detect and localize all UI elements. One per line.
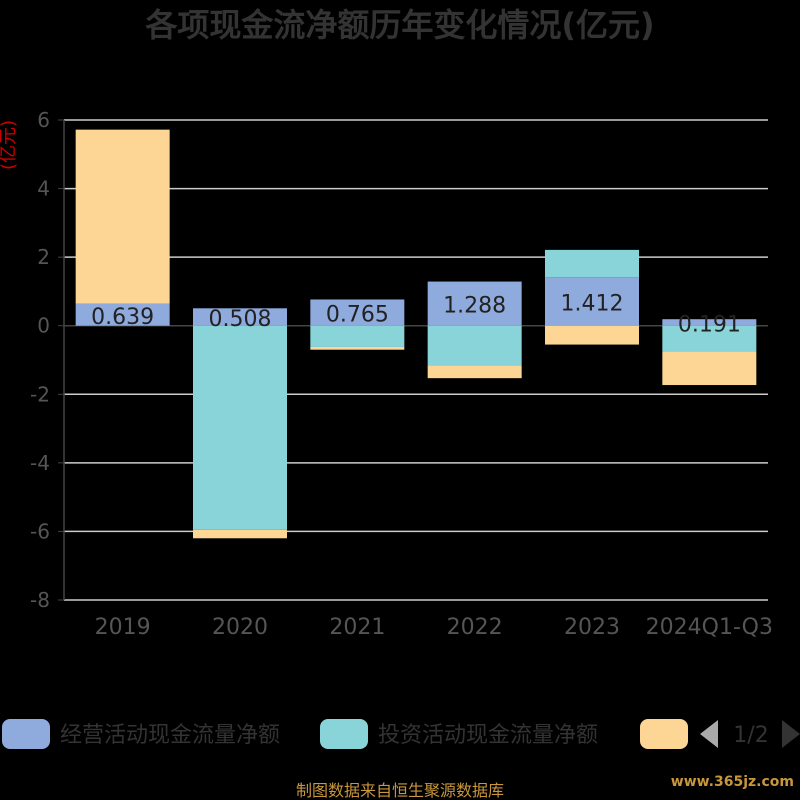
x-tick-label: 2022	[447, 615, 503, 640]
x-tick-label: 2019	[95, 615, 151, 640]
bar-segment	[310, 299, 405, 326]
data-label-layer: 0.639 0.508 0.765 1.288 1.412 0.191	[91, 292, 741, 338]
legend-label[interactable]: 投资活动现金流量净额	[378, 723, 598, 748]
x-tick-label: 2020	[212, 615, 268, 640]
legend-swatch[interactable]	[640, 719, 688, 749]
x-tick-label: 2023	[564, 615, 620, 640]
y-tick-label: -6	[30, 519, 50, 543]
y-axis-label: (亿元)	[0, 120, 19, 170]
bar-segment	[193, 529, 287, 539]
bar-segment	[662, 351, 757, 386]
legend-swatch[interactable]	[320, 719, 368, 749]
legend-prev-icon[interactable]	[700, 720, 718, 748]
data-label: 0.639	[91, 305, 154, 330]
y-tick-label: -2	[30, 382, 50, 406]
bar-segment	[310, 325, 405, 347]
x-tick-label: 2021	[329, 615, 385, 640]
bar-segment	[662, 319, 757, 326]
y-tick-label: 6	[37, 108, 50, 132]
legend-next-icon[interactable]	[782, 720, 800, 748]
x-tick-label: 2024Q1-Q3	[646, 615, 773, 640]
bar-segment	[545, 277, 639, 326]
footer-source: 制图数据来自恒生聚源数据库	[296, 781, 504, 800]
bar-segment	[193, 308, 287, 326]
data-label: 0.765	[326, 303, 389, 328]
watermark: www.365jz.com	[671, 774, 794, 790]
legend-label[interactable]: 经营活动现金流量净额	[60, 723, 280, 748]
data-label: 1.288	[443, 294, 506, 319]
bar-segment	[662, 325, 757, 352]
y-tick-label: 0	[37, 314, 50, 338]
data-label: 0.191	[678, 312, 741, 337]
data-label: 0.508	[209, 307, 272, 332]
bar-segment	[427, 325, 522, 366]
bar-layer	[75, 129, 757, 539]
y-tick-label: 4	[37, 177, 50, 201]
y-tick-label: -8	[30, 588, 50, 612]
data-label: 1.412	[561, 292, 624, 317]
bar-segment	[75, 303, 170, 326]
y-tick-label: 2	[37, 245, 50, 269]
bar-segment	[310, 346, 405, 350]
bar-segment	[545, 249, 639, 278]
legend-page-indicator: 1/2	[733, 723, 768, 748]
bar-segment	[427, 365, 522, 379]
legend-swatch[interactable]	[2, 719, 50, 749]
legend: 经营活动现金流量净额 投资活动现金流量净额 1/2	[2, 719, 800, 749]
y-tick-label: -4	[30, 451, 50, 475]
bar-segment	[545, 325, 639, 345]
chart-title: 各项现金流净额历年变化情况(亿元)	[145, 6, 654, 44]
bar-segment	[427, 281, 522, 326]
bar-segment	[193, 325, 287, 530]
axis-layer: 6 4 2 0 -2 -4 -6 -8 2019 2020 2021 2022 2023 2024Q1-Q…	[30, 108, 773, 640]
bar-segment	[75, 129, 170, 304]
